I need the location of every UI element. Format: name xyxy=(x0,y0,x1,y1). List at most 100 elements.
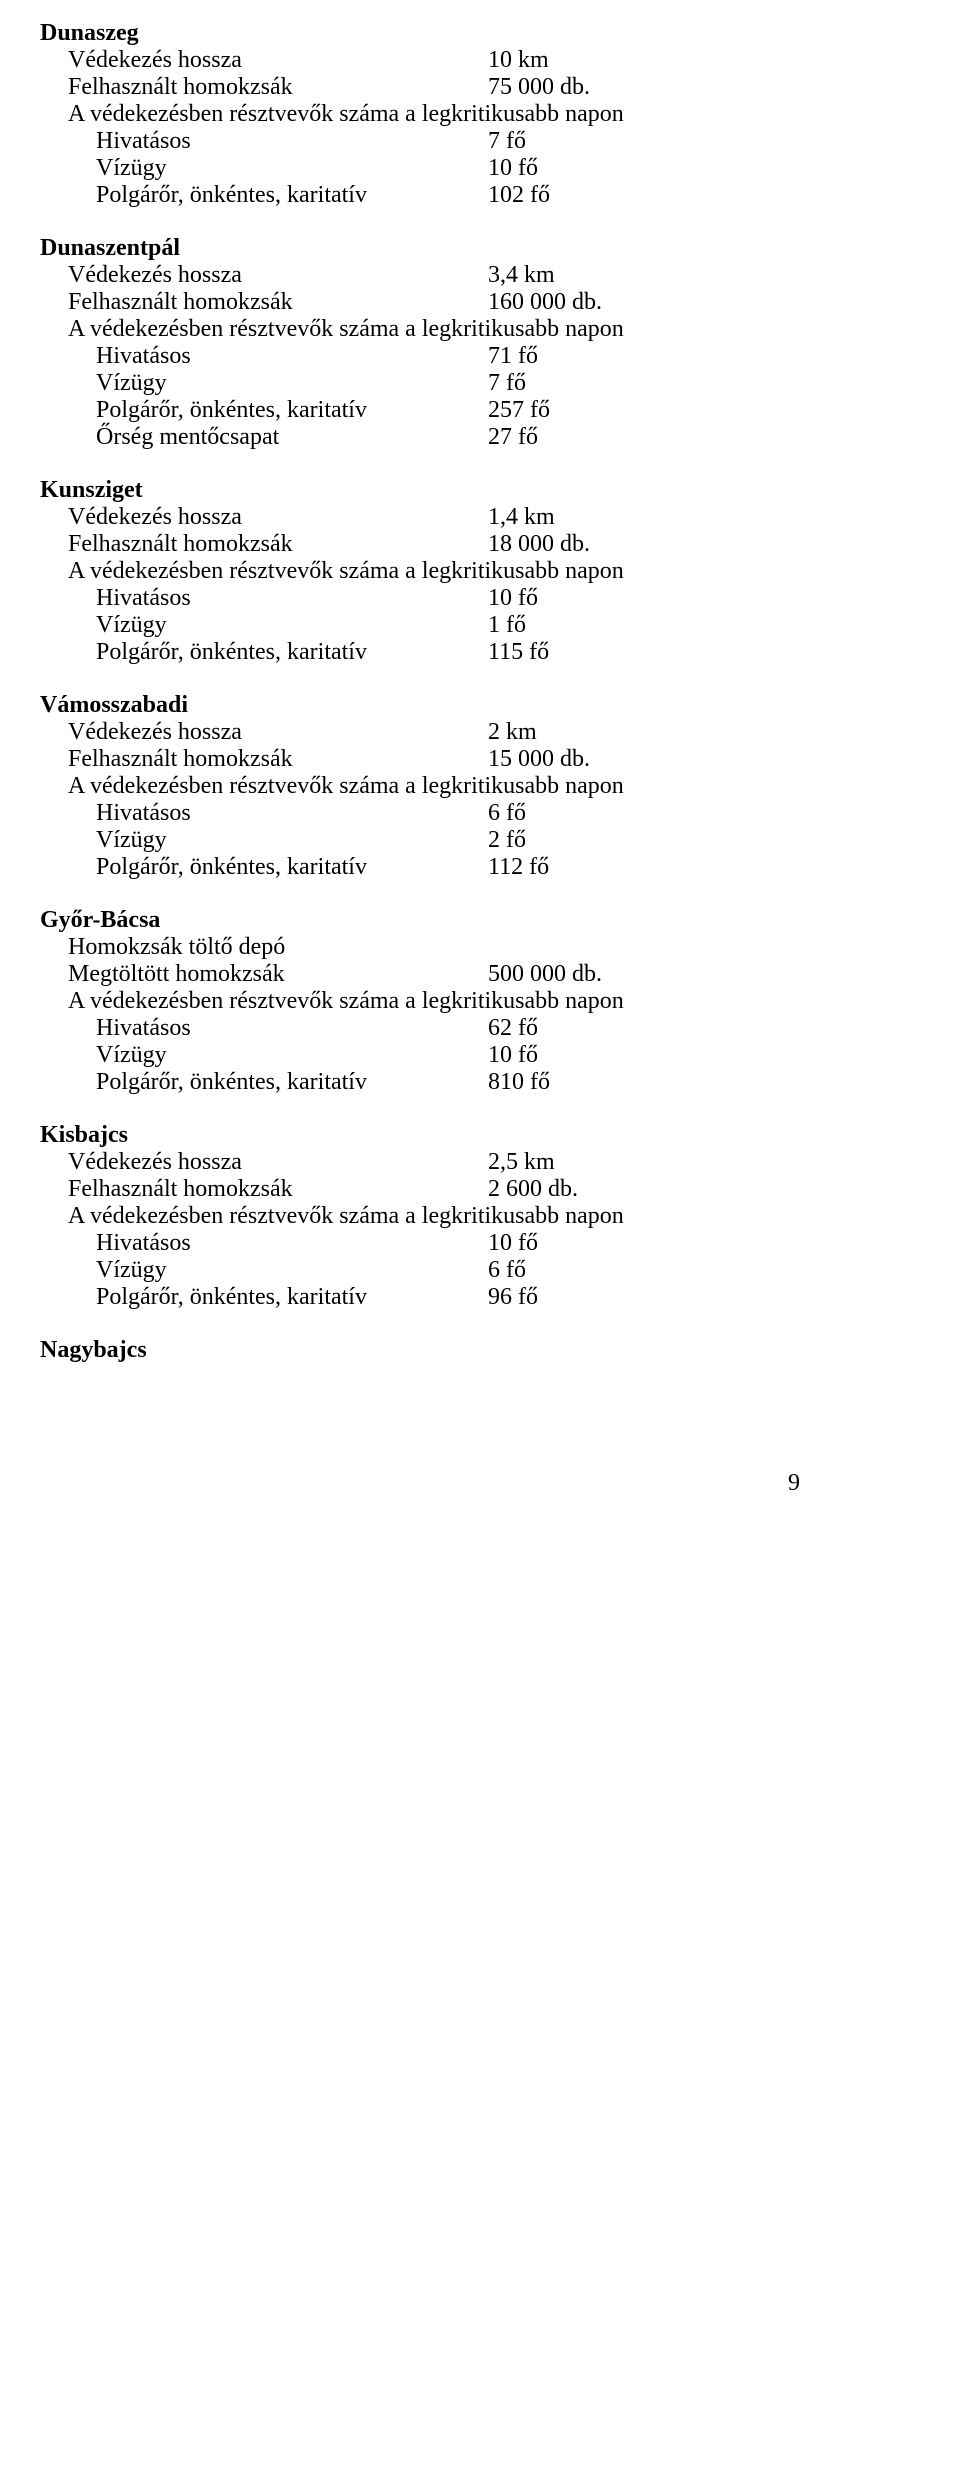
stat-row: Polgárőr, önkéntes, karitatív 102 fő xyxy=(40,182,920,209)
stat-row: Hivatásos 10 fő xyxy=(40,585,920,612)
section-title: Kisbajcs xyxy=(40,1122,920,1149)
stat-label: Megtöltött homokzsák xyxy=(68,961,488,988)
section-title: Nagybajcs xyxy=(40,1337,920,1364)
section-title: Győr-Bácsa xyxy=(40,907,920,934)
section-vamosszabadi: Vámosszabadi Védekezés hossza 2 km Felha… xyxy=(40,692,920,881)
stat-row: Hivatásos 6 fő xyxy=(40,800,920,827)
stat-label: Hivatásos xyxy=(96,1015,488,1042)
stat-label: Felhasznált homokzsák xyxy=(68,74,488,101)
stat-value: 2 600 db. xyxy=(488,1176,688,1203)
stat-label: Vízügy xyxy=(96,612,488,639)
stat-label: Felhasznált homokzsák xyxy=(68,1176,488,1203)
stat-label: Hivatásos xyxy=(96,128,488,155)
stat-row: Vízügy 6 fő xyxy=(40,1257,920,1284)
stat-label: Polgárőr, önkéntes, karitatív xyxy=(96,1284,488,1311)
stat-row: Hivatásos 71 fő xyxy=(40,343,920,370)
stat-label: Védekezés hossza xyxy=(68,1149,488,1176)
stat-value: 10 km xyxy=(488,47,688,74)
stat-label: Vízügy xyxy=(96,827,488,854)
stat-row: Polgárőr, önkéntes, karitatív 810 fő xyxy=(40,1069,920,1096)
stat-label: Vízügy xyxy=(96,155,488,182)
stat-label: Védekezés hossza xyxy=(68,719,488,746)
stat-value: 1 fő xyxy=(488,612,688,639)
stat-label: Polgárőr, önkéntes, karitatív xyxy=(96,397,488,424)
stat-row: Védekezés hossza 2 km xyxy=(40,719,920,746)
stat-value: 7 fő xyxy=(488,128,688,155)
stat-label: Hivatásos xyxy=(96,800,488,827)
stat-label: Felhasznált homokzsák xyxy=(68,746,488,773)
participants-heading: A védekezésben résztvevők száma a legkri… xyxy=(40,773,920,800)
stat-value: 10 fő xyxy=(488,585,688,612)
stat-value: 3,4 km xyxy=(488,262,688,289)
stat-value: 96 fő xyxy=(488,1284,688,1311)
stat-row: Polgárőr, önkéntes, karitatív 115 fő xyxy=(40,639,920,666)
stat-value: 2,5 km xyxy=(488,1149,688,1176)
stat-value: 27 fő xyxy=(488,424,688,451)
stat-value: 810 fő xyxy=(488,1069,688,1096)
stat-row: Vízügy 10 fő xyxy=(40,155,920,182)
stat-value: 2 km xyxy=(488,719,688,746)
stat-row: Hivatásos 7 fő xyxy=(40,128,920,155)
stat-label: Felhasznált homokzsák xyxy=(68,289,488,316)
participants-heading: A védekezésben résztvevők száma a legkri… xyxy=(40,101,920,128)
stat-label: Polgárőr, önkéntes, karitatív xyxy=(96,854,488,881)
stat-row: Védekezés hossza 2,5 km xyxy=(40,1149,920,1176)
stat-row: Vízügy 7 fő xyxy=(40,370,920,397)
stat-value: 2 fő xyxy=(488,827,688,854)
stat-label: Polgárőr, önkéntes, karitatív xyxy=(96,639,488,666)
stat-label: Hivatásos xyxy=(96,585,488,612)
document-page: Dunaszeg Védekezés hossza 10 km Felhaszn… xyxy=(0,0,960,1517)
stat-label: Felhasznált homokzsák xyxy=(68,531,488,558)
participants-heading: A védekezésben résztvevők száma a legkri… xyxy=(40,558,920,585)
stat-value: 500 000 db. xyxy=(488,961,688,988)
stat-row: Hivatásos 62 fő xyxy=(40,1015,920,1042)
section-title: Vámosszabadi xyxy=(40,692,920,719)
stat-label: Vízügy xyxy=(96,1042,488,1069)
stat-label: Hivatásos xyxy=(96,1230,488,1257)
participants-heading: A védekezésben résztvevők száma a legkri… xyxy=(40,316,920,343)
section-title: Dunaszeg xyxy=(40,20,920,47)
stat-label: Védekezés hossza xyxy=(68,262,488,289)
stat-value: 75 000 db. xyxy=(488,74,688,101)
stat-row: Polgárőr, önkéntes, karitatív 112 fő xyxy=(40,854,920,881)
stat-value: 1,4 km xyxy=(488,504,688,531)
stat-row: Vízügy 10 fő xyxy=(40,1042,920,1069)
stat-row: Megtöltött homokzsák 500 000 db. xyxy=(40,961,920,988)
section-title: Dunaszentpál xyxy=(40,235,920,262)
stat-value: 115 fő xyxy=(488,639,688,666)
stat-value: 257 fő xyxy=(488,397,688,424)
participants-heading: A védekezésben résztvevők száma a legkri… xyxy=(40,1203,920,1230)
stat-value: 7 fő xyxy=(488,370,688,397)
stat-value: 62 fő xyxy=(488,1015,688,1042)
section-gyorbacsa: Győr-Bácsa Homokzsák töltő depó Megtöltö… xyxy=(40,907,920,1096)
stat-value: 71 fő xyxy=(488,343,688,370)
stat-row: Felhasznált homokzsák 160 000 db. xyxy=(40,289,920,316)
stat-value: 6 fő xyxy=(488,1257,688,1284)
stat-value: 10 fő xyxy=(488,1230,688,1257)
stat-value: 160 000 db. xyxy=(488,289,688,316)
stat-row: Polgárőr, önkéntes, karitatív 96 fő xyxy=(40,1284,920,1311)
section-nagybajcs: Nagybajcs xyxy=(40,1337,920,1364)
stat-row: Felhasznált homokzsák 75 000 db. xyxy=(40,74,920,101)
stat-row: Felhasznált homokzsák 15 000 db. xyxy=(40,746,920,773)
stat-row: Felhasznált homokzsák 2 600 db. xyxy=(40,1176,920,1203)
stat-value: 15 000 db. xyxy=(488,746,688,773)
section-dunaszeg: Dunaszeg Védekezés hossza 10 km Felhaszn… xyxy=(40,20,920,209)
stat-value: 10 fő xyxy=(488,155,688,182)
section-kisbajcs: Kisbajcs Védekezés hossza 2,5 km Felhasz… xyxy=(40,1122,920,1311)
stat-row: Védekezés hossza 1,4 km xyxy=(40,504,920,531)
page-number: 9 xyxy=(40,1370,920,1497)
stat-label: Őrség mentőcsapat xyxy=(96,424,488,451)
stat-row: Homokzsák töltő depó xyxy=(40,934,920,961)
stat-row: Védekezés hossza 10 km xyxy=(40,47,920,74)
stat-label: Polgárőr, önkéntes, karitatív xyxy=(96,1069,488,1096)
stat-label: Homokzsák töltő depó xyxy=(68,934,488,961)
stat-value: 18 000 db. xyxy=(488,531,688,558)
stat-label: Védekezés hossza xyxy=(68,504,488,531)
stat-label: Védekezés hossza xyxy=(68,47,488,74)
stat-row: Hivatásos 10 fő xyxy=(40,1230,920,1257)
participants-heading: A védekezésben résztvevők száma a legkri… xyxy=(40,988,920,1015)
section-kunsziget: Kunsziget Védekezés hossza 1,4 km Felhas… xyxy=(40,477,920,666)
stat-row: Vízügy 2 fő xyxy=(40,827,920,854)
stat-value: 10 fő xyxy=(488,1042,688,1069)
